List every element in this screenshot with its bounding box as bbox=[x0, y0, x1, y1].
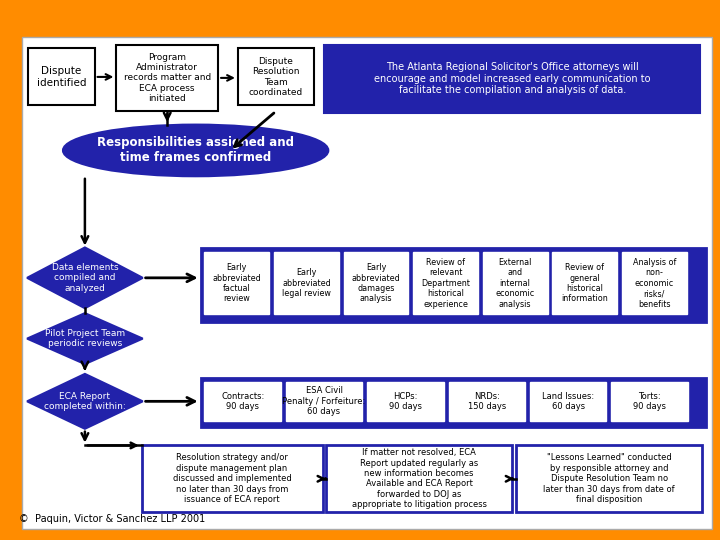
Bar bbox=[530, 382, 606, 421]
Text: Analysis of
non-
economic
risks/
benefits: Analysis of non- economic risks/ benefit… bbox=[633, 258, 676, 308]
Text: DOI Early Case Assessment Pilot Program Process Map: DOI Early Case Assessment Pilot Program … bbox=[90, 12, 644, 30]
Text: Contracts:
90 days: Contracts: 90 days bbox=[221, 392, 264, 411]
Text: Early
abbreviated
legal review: Early abbreviated legal review bbox=[282, 268, 330, 298]
Text: "Lessons Learned" conducted
by responsible attorney and
Dispute Resolution Team : "Lessons Learned" conducted by responsib… bbox=[544, 454, 675, 504]
Text: Review of
general
historical
information: Review of general historical information bbox=[562, 263, 608, 303]
Bar bbox=[204, 382, 281, 421]
Text: Program
Administrator
records matter and
ECA process
initiated: Program Administrator records matter and… bbox=[124, 52, 211, 103]
Text: The Atlanta Regional Solicitor's Office attorneys will
encourage and model incre: The Atlanta Regional Solicitor's Office … bbox=[374, 62, 650, 96]
Text: Torts:
90 days: Torts: 90 days bbox=[633, 392, 666, 411]
Text: HCPs:
90 days: HCPs: 90 days bbox=[389, 392, 422, 411]
Text: ESA Civil
Penalty / Forfeiture:
60 days: ESA Civil Penalty / Forfeiture: 60 days bbox=[282, 387, 366, 416]
Text: Land Issues:
60 days: Land Issues: 60 days bbox=[542, 392, 594, 411]
Text: Early
abbreviated
damages
analysis: Early abbreviated damages analysis bbox=[351, 263, 400, 303]
Ellipse shape bbox=[63, 125, 328, 176]
Text: Responsibilities assigned and
time frames confirmed: Responsibilities assigned and time frame… bbox=[97, 137, 294, 164]
Bar bbox=[28, 49, 95, 105]
Bar bbox=[516, 446, 702, 512]
Text: Early
abbreviated
factual
review: Early abbreviated factual review bbox=[212, 263, 261, 303]
Text: Data elements
compiled and
analyzed: Data elements compiled and analyzed bbox=[52, 263, 118, 293]
Bar bbox=[142, 446, 323, 512]
Text: If matter not resolved, ECA
Report updated regularly as
new information becomes
: If matter not resolved, ECA Report updat… bbox=[351, 448, 487, 509]
Bar bbox=[483, 252, 547, 314]
Text: Review of
relevant
Department
historical
experience: Review of relevant Department historical… bbox=[421, 258, 470, 308]
Bar bbox=[238, 49, 314, 105]
Bar bbox=[449, 382, 525, 421]
Bar bbox=[367, 382, 444, 421]
Bar bbox=[413, 252, 478, 314]
Text: Pilot Project Team
periodic reviews: Pilot Project Team periodic reviews bbox=[45, 329, 125, 348]
Text: NRDs:
150 days: NRDs: 150 days bbox=[467, 392, 506, 411]
Bar bbox=[326, 446, 512, 512]
Polygon shape bbox=[27, 374, 143, 429]
Bar bbox=[622, 252, 687, 314]
Text: External
and
internal
economic
analysis: External and internal economic analysis bbox=[495, 258, 535, 308]
Bar bbox=[552, 252, 617, 314]
Bar bbox=[201, 378, 706, 427]
Bar bbox=[274, 252, 338, 314]
Text: Resolution strategy and/or
dispute management plan
discussed and implemented
no : Resolution strategy and/or dispute manag… bbox=[173, 454, 292, 504]
Bar bbox=[204, 252, 269, 314]
Text: ECA Report
completed within:: ECA Report completed within: bbox=[44, 392, 126, 411]
Text: ©  Paquin, Victor & Sanchez LLP 2001: © Paquin, Victor & Sanchez LLP 2001 bbox=[19, 514, 205, 524]
Polygon shape bbox=[27, 247, 143, 308]
Polygon shape bbox=[27, 313, 143, 364]
Bar bbox=[14, 5, 720, 37]
Bar bbox=[324, 45, 701, 113]
Bar bbox=[343, 252, 408, 314]
Text: Dispute
Resolution
Team
coordinated: Dispute Resolution Team coordinated bbox=[249, 57, 303, 97]
Bar bbox=[201, 248, 706, 322]
Text: Dispute
identified: Dispute identified bbox=[37, 66, 86, 87]
Bar bbox=[116, 45, 218, 111]
Bar bbox=[286, 382, 362, 421]
Bar bbox=[611, 382, 688, 421]
